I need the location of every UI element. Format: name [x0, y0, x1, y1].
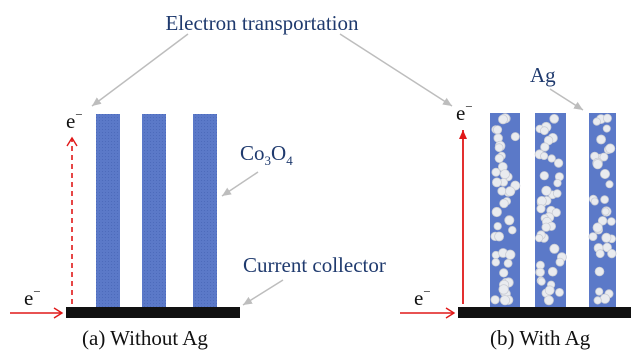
ag-particle: [491, 258, 500, 267]
ag-particle: [493, 222, 502, 231]
ag-particle: [543, 295, 554, 306]
ag-particle: [541, 185, 552, 196]
panel-a: e− e− Co3O4 Current collector (a) Withou…: [10, 107, 386, 350]
ag-particle: [499, 169, 510, 180]
caption-a: (a) Without Ag: [82, 326, 208, 350]
ag-particle: [499, 295, 511, 306]
current-collector-label: Current collector: [243, 253, 386, 277]
ag-particle: [595, 249, 605, 259]
ag-particle: [505, 249, 516, 260]
ag-particle: [535, 267, 545, 277]
co3o4-pointer-arrow: [221, 171, 259, 197]
ag-particle: [605, 143, 616, 154]
ag-particle: [597, 216, 608, 226]
title: Electron transportation: [165, 11, 359, 35]
ag-particle: [588, 232, 598, 242]
ag-particle: [555, 287, 564, 297]
ag-particle: [540, 142, 550, 152]
ag-particle: [549, 114, 559, 124]
ag-particle: [607, 217, 616, 226]
ag-particle: [534, 234, 544, 243]
ag-particle: [491, 167, 501, 177]
ag-particle: [547, 154, 556, 163]
ag-label: Ag: [530, 63, 556, 87]
ag-particle: [537, 277, 546, 286]
ag-particle: [498, 284, 509, 295]
ag-particle: [504, 215, 515, 226]
ag-particle: [590, 197, 599, 206]
ag-particle: [494, 231, 505, 242]
ag-particle: [503, 258, 513, 268]
ag-particle: [499, 268, 509, 278]
ag-particle: [595, 287, 604, 296]
ag-particle: [540, 126, 549, 136]
ag-particle: [539, 171, 549, 181]
ag-particle: [552, 189, 562, 198]
ag-particle: [602, 124, 611, 133]
electron-label-bottom-a: e−: [24, 284, 41, 310]
ag-particle: [494, 143, 504, 153]
electron-label-top-b: e−: [456, 99, 473, 125]
ag-particle: [607, 249, 617, 259]
ag-particle: [602, 242, 612, 253]
ag-particle: [508, 225, 517, 235]
ag-particle: [510, 132, 520, 142]
ag-particle: [592, 159, 603, 170]
panel-b: e− e− Ag (b) With Ag: [400, 63, 631, 350]
ag-particle: [599, 293, 611, 304]
title-arrow-right: [339, 33, 453, 107]
ag-particle: [549, 243, 560, 254]
electron-label-top-a: e−: [66, 107, 83, 133]
caption-b: (b) With Ag: [490, 326, 591, 350]
ag-particle: [498, 114, 508, 125]
ag-particle: [499, 198, 509, 209]
ag-particle: [593, 296, 602, 305]
ag-particle: [592, 117, 601, 126]
ag-particle: [555, 257, 565, 267]
ag-particle: [602, 113, 612, 123]
ag-particle: [547, 266, 558, 277]
ag-particle: [541, 222, 551, 232]
electron-label-bottom-b: e−: [414, 284, 431, 310]
ag-particle: [536, 195, 547, 206]
ag-particle: [491, 177, 502, 188]
ag-particle: [540, 151, 549, 160]
co3o4-label: Co3O4: [240, 141, 293, 168]
title-arrow-left: [91, 33, 189, 107]
ag-particle: [544, 285, 555, 296]
ag-particle: [553, 158, 564, 168]
current-collector-b: [458, 307, 631, 318]
ag-particle: [497, 186, 507, 196]
current-collector-a: [66, 307, 240, 318]
ag-particle: [536, 204, 546, 214]
ag-particle: [601, 232, 612, 243]
ag-particle: [494, 153, 504, 163]
ag-particle: [492, 125, 503, 135]
rod-a-1: [96, 114, 120, 308]
ag-particles: [490, 113, 617, 306]
rod-a-2: [142, 114, 166, 308]
ag-particle: [601, 207, 610, 216]
ag-particle: [490, 295, 500, 305]
ag-particle: [505, 186, 516, 197]
ag-pointer-arrow: [549, 88, 584, 111]
ag-particle: [592, 222, 603, 233]
ag-particle: [605, 180, 614, 189]
collector-pointer-arrow: [242, 279, 284, 306]
rod-a-3: [193, 114, 217, 308]
ag-particle: [553, 179, 562, 188]
ag-particle: [551, 208, 561, 218]
ag-particle: [594, 266, 605, 277]
ag-particle: [491, 206, 502, 218]
ag-particle: [600, 195, 609, 204]
ag-particle: [596, 134, 606, 145]
ag-particle: [600, 168, 611, 179]
ag-particle: [599, 152, 609, 162]
